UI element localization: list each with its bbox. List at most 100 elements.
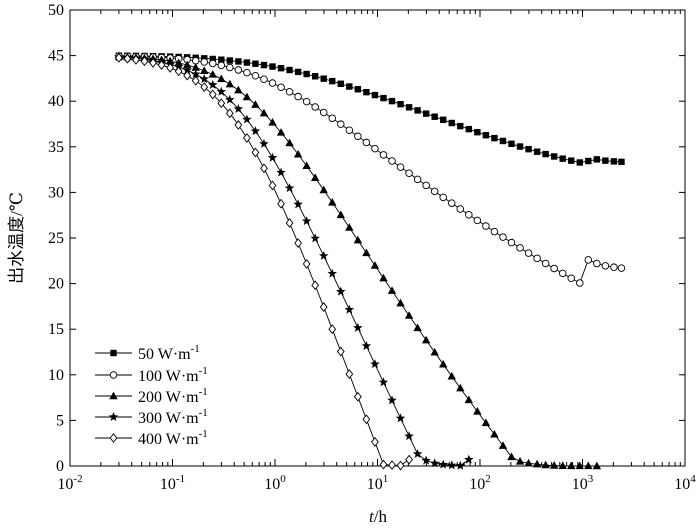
data-point — [482, 132, 490, 139]
data-point — [302, 161, 311, 170]
data-point — [576, 159, 583, 166]
data-point — [568, 157, 575, 164]
data-point — [191, 56, 200, 65]
data-point — [319, 185, 328, 194]
data-point — [370, 359, 380, 369]
data-point — [610, 263, 618, 271]
data-point — [190, 69, 201, 79]
series-3 — [114, 52, 602, 470]
data-point — [217, 74, 226, 83]
data-point — [541, 460, 550, 469]
data-point — [328, 114, 337, 123]
data-point — [319, 302, 328, 312]
data-point — [405, 104, 413, 111]
data-point — [601, 262, 610, 270]
data-point — [182, 60, 192, 69]
x-axis-title-rest: /h — [374, 507, 388, 526]
data-point — [250, 126, 261, 136]
data-point — [379, 151, 388, 159]
data-point — [447, 371, 456, 380]
data-point — [293, 199, 303, 209]
data-point — [465, 210, 473, 219]
data-point — [328, 324, 337, 335]
data-point — [345, 223, 354, 231]
data-point — [284, 183, 295, 193]
data-point — [499, 233, 507, 241]
data-point — [140, 56, 149, 67]
legend-label: 300 W·m-1 — [138, 407, 208, 427]
legend-item-3: 200 W·m-1 — [95, 386, 208, 406]
data-point — [174, 66, 183, 77]
data-point — [328, 198, 337, 206]
data-point — [285, 87, 294, 96]
data-point — [404, 431, 414, 441]
data-point — [294, 68, 302, 76]
data-point — [293, 149, 303, 158]
data-point — [200, 66, 209, 74]
data-point — [491, 134, 498, 142]
data-point — [438, 459, 448, 469]
series-line — [118, 55, 622, 284]
data-point — [430, 187, 439, 196]
data-point — [412, 448, 423, 459]
data-point — [617, 264, 626, 272]
data-point — [243, 59, 251, 66]
data-point — [439, 193, 447, 202]
data-point — [277, 198, 285, 209]
data-point — [508, 140, 515, 147]
data-point — [388, 97, 396, 105]
data-point — [464, 454, 474, 464]
data-point — [234, 66, 243, 74]
data-point — [482, 222, 490, 230]
data-point — [269, 63, 276, 70]
data-point — [259, 138, 269, 148]
data-point — [592, 461, 602, 470]
data-point — [567, 274, 575, 282]
data-point — [345, 126, 354, 134]
data-point — [413, 175, 422, 184]
legend-marker — [108, 412, 119, 422]
data-point — [464, 395, 474, 404]
data-point — [311, 73, 319, 80]
data-point — [354, 132, 362, 141]
y-tick-label: 5 — [56, 412, 64, 429]
data-point — [310, 173, 320, 182]
data-point — [302, 258, 311, 269]
data-point — [329, 77, 336, 85]
data-point — [413, 323, 422, 332]
data-point — [123, 53, 132, 64]
x-tick-label: 103 — [572, 473, 594, 493]
data-point — [277, 83, 285, 91]
x-axis-title-italic: t — [369, 507, 375, 526]
data-point — [303, 70, 310, 78]
data-point — [507, 238, 516, 247]
legend-label: 200 W·m-1 — [138, 386, 208, 406]
data-point — [252, 60, 259, 67]
legend-marker — [109, 391, 118, 400]
data-point — [233, 103, 244, 113]
data-point — [277, 64, 285, 72]
y-tick-label: 0 — [56, 458, 64, 475]
data-point — [542, 150, 549, 158]
x-tick-label: 10-1 — [160, 473, 185, 493]
data-point — [149, 57, 157, 68]
data-point — [251, 72, 260, 80]
data-point — [524, 249, 533, 257]
data-point — [199, 74, 209, 84]
y-tick-label: 10 — [48, 367, 64, 384]
data-point — [242, 92, 252, 101]
data-point — [430, 347, 439, 356]
data-point — [550, 264, 558, 273]
data-point — [362, 138, 371, 147]
data-point — [525, 145, 532, 153]
legend-marker — [110, 349, 117, 357]
data-point — [318, 250, 329, 260]
data-point — [285, 218, 294, 228]
data-point — [388, 460, 396, 471]
data-point — [532, 459, 542, 468]
data-point — [243, 68, 251, 77]
data-point — [251, 147, 260, 158]
data-point — [550, 153, 558, 160]
data-point — [431, 113, 438, 120]
